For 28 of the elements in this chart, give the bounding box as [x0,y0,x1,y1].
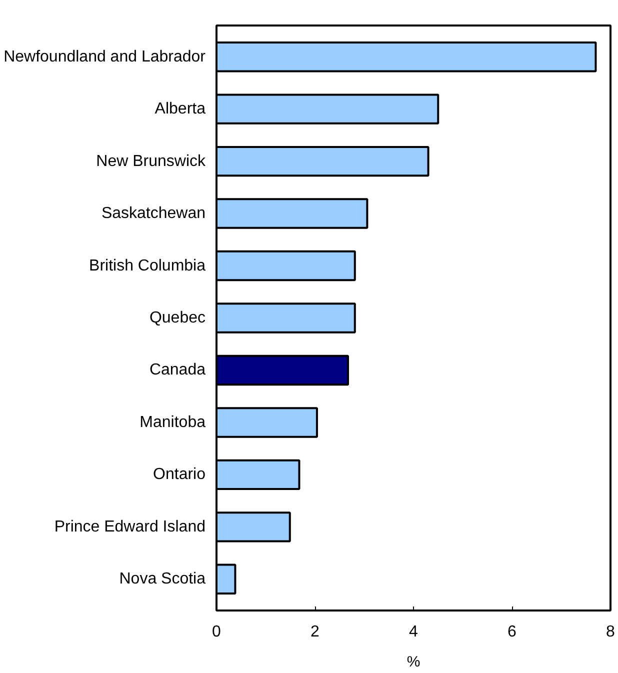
bar [216,94,440,124]
y-tick-label: Alberta [154,100,206,118]
bar [216,407,318,438]
y-tick-label: Ontario [153,466,206,484]
bar [216,564,236,595]
y-tick-label: Manitoba [140,414,206,431]
x-tick-label: 8 [606,624,616,640]
y-tick-label: Newfoundland and Labrador [4,48,206,66]
x-tick-label: 6 [508,624,517,640]
y-tick-label: Canada [149,362,206,379]
bar [216,198,368,229]
bar [216,302,356,334]
bar [216,459,300,490]
y-tick-label: Quebec [149,310,206,326]
bar [216,41,597,72]
y-tick-label: Nova Scotia [119,570,206,588]
y-tick-label: Prince Edward Island [54,518,206,536]
y-tick-label: Saskatchewan [101,205,206,222]
y-tick-label: British Columbia [89,257,206,274]
bar [216,146,430,177]
x-axis-title: % [406,654,420,670]
bar [216,512,291,542]
x-tick-label: 4 [409,624,418,640]
bar [216,250,356,282]
y-tick-label: New Brunswick [96,152,206,170]
x-tick-label: 0 [212,624,222,640]
bar [216,354,349,386]
x-tick-label: 2 [310,624,320,640]
